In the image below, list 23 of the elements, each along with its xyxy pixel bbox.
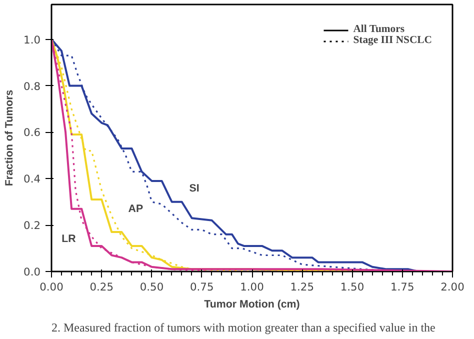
annotation: All Tumors <box>353 24 404 35</box>
x-tick-label: 1.50 <box>340 280 364 294</box>
annotation: AP <box>128 202 144 215</box>
y-tick-label: 0.6 <box>24 126 41 140</box>
x-tick-label: 0.75 <box>190 280 214 294</box>
annotation: Stage III NSCLC <box>353 35 432 46</box>
x-tick-label: 1.00 <box>240 280 264 294</box>
y-axis-title: Fraction of Tumors <box>4 90 16 186</box>
x-axis-title: Tumor Motion (cm) <box>204 298 300 310</box>
y-tick-label: 1.0 <box>24 33 41 46</box>
x-tick-label: 0.50 <box>140 280 164 294</box>
y-tick-label: 0.4 <box>24 172 41 186</box>
y-tick-label: 0.0 <box>24 266 41 278</box>
annotation: SI <box>189 182 200 195</box>
x-tick-label: 1.25 <box>290 280 314 294</box>
text: 2. Measured fraction of tumors with motion greater than a specified value in the <box>52 320 436 334</box>
x-tick-label: 1.75 <box>390 280 414 294</box>
x-tick-label: 0.25 <box>90 280 114 294</box>
y-tick-label: 0.8 <box>24 80 41 93</box>
x-tick-label: 0.00 <box>40 280 64 294</box>
y-tick-label: 0.2 <box>24 219 41 232</box>
x-tick-label: 2.00 <box>440 280 465 294</box>
annotation: LR <box>62 232 76 245</box>
